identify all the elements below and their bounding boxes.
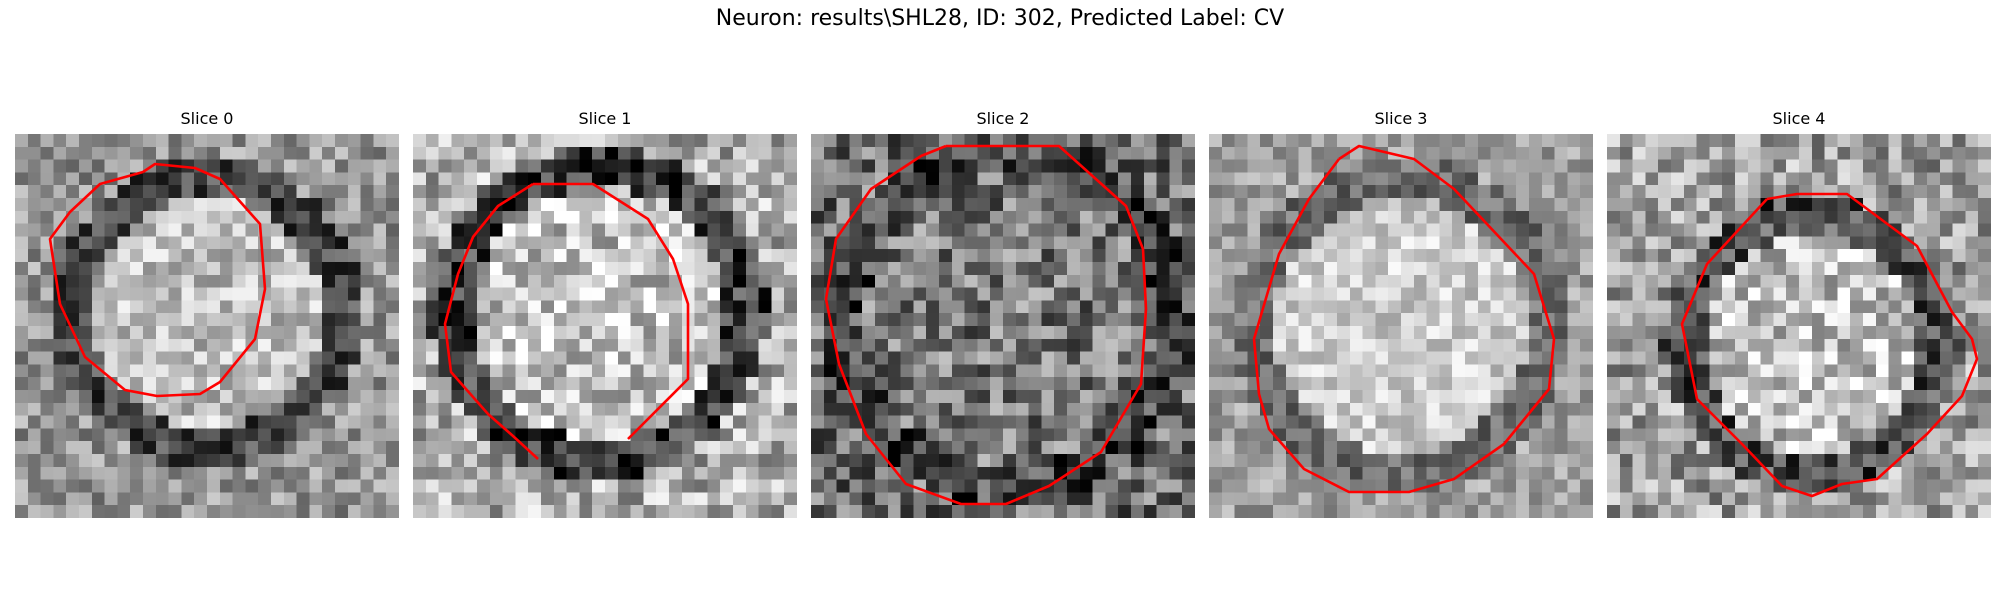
slice-title-2: Slice 2 — [976, 109, 1030, 128]
slice-image-3 — [1209, 134, 1593, 518]
slice-panel-2: Slice 2 — [811, 109, 1195, 519]
figure-title: Neuron: results\SHL28, ID: 302, Predicte… — [715, 6, 1285, 31]
slice-title-0: Slice 0 — [180, 109, 234, 128]
slice-panel-1: Slice 1 — [413, 109, 797, 519]
slice-panel-0: Slice 0 — [15, 109, 399, 519]
slice-image-4 — [1607, 134, 1991, 518]
slice-title-1: Slice 1 — [578, 109, 632, 128]
slice-image-1 — [413, 134, 797, 518]
slice-panel-3: Slice 3 — [1209, 109, 1593, 519]
slice-panel-4: Slice 4 — [1607, 109, 1991, 519]
slice-title-3: Slice 3 — [1374, 109, 1428, 128]
slice-title-4: Slice 4 — [1772, 109, 1826, 128]
slice-image-2 — [811, 134, 1195, 518]
slice-image-0 — [15, 134, 399, 518]
